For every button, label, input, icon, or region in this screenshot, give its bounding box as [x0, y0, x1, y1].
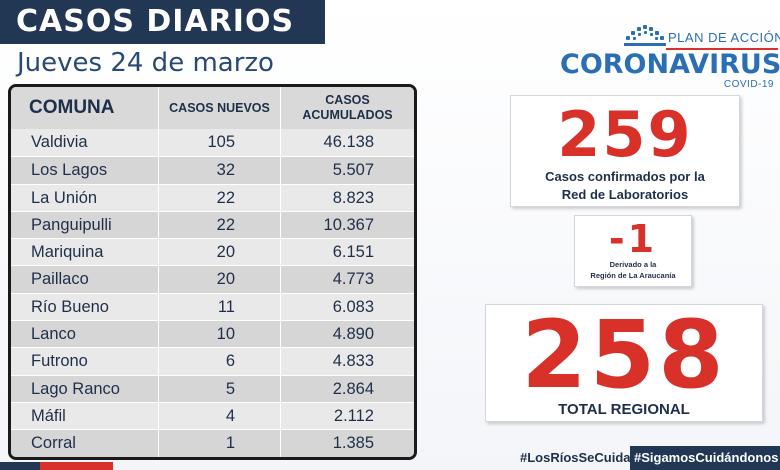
cell-casos-nuevos: 22: [159, 211, 281, 240]
cell-casos-nuevos: 22: [159, 184, 281, 212]
confirmed-cases-box: 259 Casos confirmados por la Red de Labo…: [510, 95, 740, 207]
logo-covid-text: COVID-19: [723, 79, 774, 90]
cell-casos-nuevos: 5: [159, 375, 281, 403]
confirmed-cases-caption-2: Red de Laboratorios: [561, 187, 689, 202]
table-row: Valdivia 105 46.138: [11, 129, 414, 157]
table-row: La Unión 22 8.823: [11, 183, 414, 212]
table-row: Futrono 6 4.833: [11, 347, 414, 376]
cell-comuna: Río Bueno: [11, 293, 159, 322]
table-row: Panguipulli 22 10.367: [11, 210, 414, 240]
confirmed-cases-caption-1: Casos confirmados por la: [545, 169, 705, 184]
logo-divider: [666, 48, 778, 50]
cases-table: COMUNA CASOS NUEVOS CASOS ACUMULADOS Val…: [8, 84, 417, 460]
cell-casos-nuevos: 6: [159, 348, 281, 376]
footer-bar-navy: [0, 462, 40, 470]
government-sun-icon: [624, 25, 666, 46]
cell-casos-nuevos: 20: [159, 266, 281, 294]
confirmed-cases-value: 259: [557, 98, 693, 171]
table-row: Río Bueno 11 6.083: [11, 292, 414, 322]
logo-coronavirus-text: CORONAVIRUS: [560, 49, 780, 80]
table-row: Lanco 10 4.890: [11, 320, 414, 349]
cell-comuna: Máfil: [11, 402, 159, 431]
cell-comuna: Futrono: [11, 348, 159, 376]
table-row: Los Lagos 32 5.507: [11, 156, 414, 185]
cell-casos-acumulados: 4.773: [332, 270, 374, 289]
coronavirus-logo: PLAN DE ACCIÓN CORONAVIRUS COVID-19: [560, 22, 780, 92]
cell-casos-nuevos: 10: [159, 321, 281, 349]
cell-casos-nuevos: 11: [159, 293, 281, 322]
derived-cases-box: -1 Derivado a la Región de La Araucanía: [574, 215, 692, 287]
cell-casos-acumulados: 4.890: [332, 325, 374, 344]
derived-cases-caption-2: Región de La Araucanía: [590, 271, 676, 280]
derived-cases-value: -1: [608, 217, 658, 261]
cell-comuna: Valdivia: [11, 129, 159, 157]
table-header: COMUNA CASOS NUEVOS CASOS ACUMULADOS: [11, 87, 414, 129]
page-title: CASOS DIARIOS: [0, 0, 325, 44]
table-row: Máfil 4 2.112: [11, 401, 414, 431]
table-row: Corral 1 1.385: [11, 429, 414, 457]
derived-cases-caption-1: Derivado a la: [609, 260, 657, 269]
cell-casos-nuevos: 20: [159, 239, 281, 267]
date-subtitle: Jueves 24 de marzo: [17, 48, 274, 78]
table-body: Valdivia 105 46.138 Los Lagos 32 5.507 La Unió…: [11, 129, 414, 457]
logo-plan-text: PLAN DE ACCIÓN: [668, 30, 780, 45]
header-casos-nuevos: CASOS NUEVOS: [159, 87, 281, 129]
cell-casos-acumulados: 1.385: [332, 434, 374, 453]
cell-casos-acumulados: 8.823: [332, 188, 374, 207]
cell-casos-acumulados: 6.151: [332, 243, 374, 262]
cell-comuna: Lanco: [11, 321, 159, 349]
header-comuna: COMUNA: [11, 87, 159, 129]
cell-casos-acumulados: 4.833: [332, 352, 374, 371]
cell-casos-acumulados: 2.112: [333, 406, 374, 425]
cell-casos-nuevos: 1: [159, 430, 281, 457]
cell-casos-nuevos: 4: [159, 402, 281, 431]
cell-comuna: Paillaco: [11, 266, 159, 294]
cell-comuna: Corral: [11, 430, 159, 457]
table-row: Lago Ranco 5 2.864: [11, 374, 414, 403]
cell-casos-nuevos: 32: [159, 157, 281, 185]
cell-comuna: Lago Ranco: [11, 375, 159, 403]
table-row: Paillaco 20 4.773: [11, 265, 414, 294]
regional-total-box: 258 TOTAL REGIONAL: [485, 304, 763, 422]
hashtag-sigamos: #SigamosCuidándonos: [630, 446, 780, 470]
table-row: Mariquina 20 6.151: [11, 238, 414, 267]
cell-comuna: Panguipulli: [11, 211, 159, 240]
header-casos-acumulados: CASOS ACUMULADOS: [302, 93, 393, 122]
cell-comuna: Los Lagos: [11, 157, 159, 185]
cell-casos-acumulados: 46.138: [323, 133, 374, 151]
regional-total-value: 258: [521, 301, 727, 410]
cell-comuna: Mariquina: [11, 239, 159, 267]
hashtag-los-rios: #LosRíosSeCuida: [520, 450, 631, 465]
cell-casos-nuevos: 105: [159, 129, 281, 157]
cell-casos-acumulados: 6.083: [332, 297, 374, 316]
cell-comuna: La Unión: [11, 184, 159, 212]
regional-total-caption: TOTAL REGIONAL: [558, 401, 690, 418]
cell-casos-acumulados: 10.367: [323, 215, 374, 234]
footer-bar-red: [40, 462, 113, 470]
cell-casos-acumulados: 5.507: [332, 161, 374, 180]
cell-casos-acumulados: 2.864: [332, 379, 374, 398]
